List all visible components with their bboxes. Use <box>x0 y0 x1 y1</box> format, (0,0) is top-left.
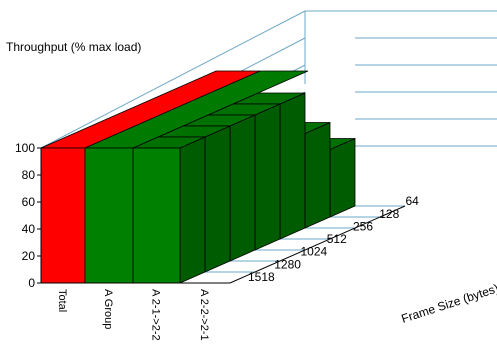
frame-size-label: 1024 <box>301 245 328 259</box>
frame-size-label: 512 <box>327 232 347 246</box>
y-tick-label: 40 <box>22 222 36 236</box>
depth-bar-side-256 <box>279 92 306 240</box>
y-tick-label: 80 <box>22 168 36 182</box>
depth-bar-1518 <box>132 147 181 284</box>
depth-bar-side-1024 <box>229 114 256 262</box>
y-tick-label: 60 <box>22 195 36 209</box>
left-wall-grid-line <box>40 10 306 149</box>
depth-bar-side-512 <box>254 103 281 251</box>
depth-bar-side-128 <box>304 121 331 229</box>
category-label: Total <box>56 289 68 312</box>
category-label: A 2-1->2-2 <box>150 289 162 341</box>
depth-bar-side-1280 <box>204 125 231 273</box>
y-tick-label: 20 <box>22 249 36 263</box>
frame-size-label: 1280 <box>274 257 301 271</box>
chart-bars <box>40 70 356 284</box>
depth-axis-label: Frame Size (bytes) <box>400 281 497 326</box>
y-tick-label: 100 <box>15 141 35 155</box>
frame-size-label: 1518 <box>248 270 275 284</box>
depth-bar-side-1518 <box>179 136 206 284</box>
chart-title: Throughput (% max load) <box>6 40 141 54</box>
depth-bar-side-64 <box>329 137 356 218</box>
category-label: A Group <box>102 289 114 329</box>
frame-size-label: 64 <box>406 194 420 208</box>
front-bar-total <box>40 147 86 284</box>
front-bar-a-group <box>84 147 134 284</box>
depth-axis-line <box>229 205 406 284</box>
category-label: A 2-2->2-1 <box>198 289 210 341</box>
frame-size-label: 128 <box>379 207 399 221</box>
chart-axes <box>37 147 406 284</box>
frame-size-label: 256 <box>353 219 373 233</box>
y-tick-label: 0 <box>28 276 35 290</box>
